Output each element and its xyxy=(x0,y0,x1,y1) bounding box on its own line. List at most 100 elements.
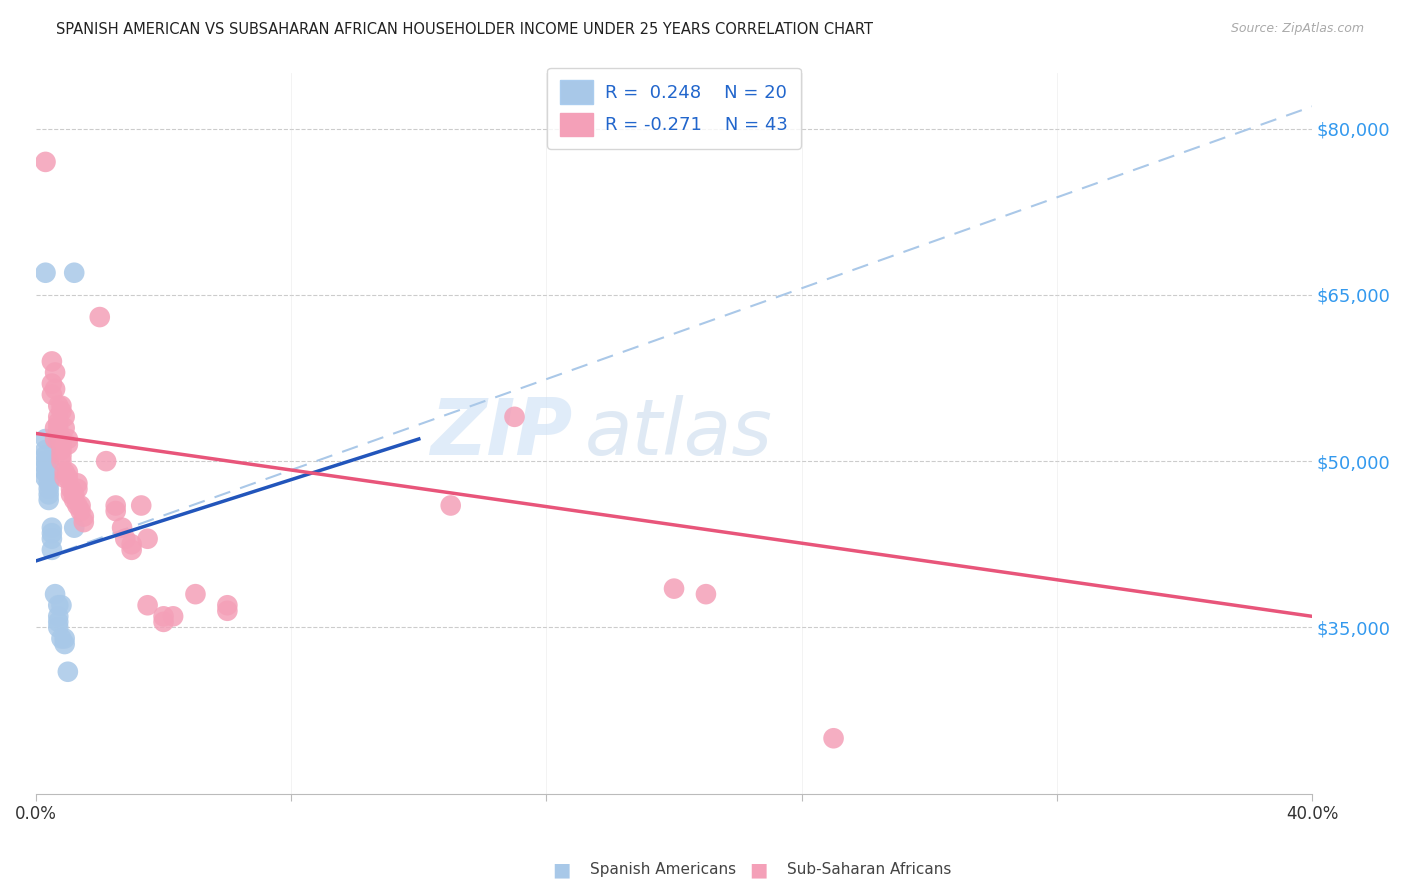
Text: SPANISH AMERICAN VS SUBSAHARAN AFRICAN HOUSEHOLDER INCOME UNDER 25 YEARS CORRELA: SPANISH AMERICAN VS SUBSAHARAN AFRICAN H… xyxy=(56,22,873,37)
Point xyxy=(46,409,69,424)
Point xyxy=(51,437,73,451)
Point xyxy=(41,387,63,401)
Point xyxy=(41,521,63,535)
Point xyxy=(51,443,73,458)
Text: atlas: atlas xyxy=(585,395,772,472)
Point xyxy=(129,499,152,513)
Point xyxy=(38,487,60,501)
Point xyxy=(66,499,89,513)
Point xyxy=(34,465,56,479)
Point xyxy=(53,465,76,479)
Point xyxy=(136,599,159,613)
Point xyxy=(51,599,73,613)
Point xyxy=(152,609,174,624)
Point xyxy=(38,482,60,496)
Point xyxy=(60,482,83,496)
Point xyxy=(41,354,63,368)
Point xyxy=(46,399,69,413)
Text: ■: ■ xyxy=(749,860,768,880)
Point xyxy=(46,620,69,634)
Point xyxy=(41,542,63,557)
Point xyxy=(51,454,73,468)
Point xyxy=(73,515,96,529)
Point xyxy=(46,426,69,441)
Point xyxy=(60,487,83,501)
Point xyxy=(38,454,60,468)
Point xyxy=(89,310,111,324)
Point xyxy=(44,366,66,380)
Point xyxy=(51,449,73,463)
Point xyxy=(73,509,96,524)
Text: ZIP: ZIP xyxy=(430,395,572,472)
Text: ■: ■ xyxy=(553,860,571,880)
Point xyxy=(34,155,56,169)
Point xyxy=(53,637,76,651)
Point xyxy=(34,454,56,468)
Point xyxy=(63,521,86,535)
Point xyxy=(56,465,79,479)
Point xyxy=(34,459,56,474)
Point xyxy=(63,487,86,501)
Point xyxy=(34,266,56,280)
Point xyxy=(695,587,717,601)
Point xyxy=(44,421,66,435)
Point xyxy=(104,499,127,513)
Point xyxy=(53,409,76,424)
Point xyxy=(63,492,86,507)
Point xyxy=(63,266,86,280)
Point xyxy=(503,409,526,424)
Point xyxy=(152,615,174,629)
Point xyxy=(34,432,56,446)
Point xyxy=(38,492,60,507)
Point xyxy=(121,537,143,551)
Text: Sub-Saharan Africans: Sub-Saharan Africans xyxy=(786,863,950,877)
Point xyxy=(56,432,79,446)
Point xyxy=(53,421,76,435)
Point xyxy=(51,399,73,413)
Point xyxy=(66,476,89,491)
Point xyxy=(56,437,79,451)
Text: Source: ZipAtlas.com: Source: ZipAtlas.com xyxy=(1230,22,1364,36)
Point xyxy=(823,731,845,746)
Point xyxy=(46,421,69,435)
Point xyxy=(111,521,134,535)
Point xyxy=(69,504,91,518)
Point xyxy=(94,454,117,468)
Point xyxy=(38,465,60,479)
Point xyxy=(38,476,60,491)
Legend: R =  0.248    N = 20, R = -0.271    N = 43: R = 0.248 N = 20, R = -0.271 N = 43 xyxy=(547,68,800,149)
Point xyxy=(56,665,79,679)
Point xyxy=(46,416,69,430)
Point xyxy=(44,432,66,446)
Point xyxy=(69,499,91,513)
Point xyxy=(46,432,69,446)
Point xyxy=(440,499,463,513)
Point xyxy=(51,404,73,418)
Point xyxy=(162,609,184,624)
Point xyxy=(34,443,56,458)
Point xyxy=(121,542,143,557)
Point xyxy=(217,604,239,618)
Point xyxy=(53,471,76,485)
Point xyxy=(41,376,63,391)
Point xyxy=(56,471,79,485)
Point xyxy=(136,532,159,546)
Point xyxy=(46,609,69,624)
Point xyxy=(217,599,239,613)
Point xyxy=(41,532,63,546)
Point xyxy=(662,582,685,596)
Point xyxy=(51,432,73,446)
Point xyxy=(46,615,69,629)
Point xyxy=(184,587,207,601)
Point xyxy=(53,632,76,646)
Point xyxy=(41,526,63,541)
Point xyxy=(44,587,66,601)
Text: Spanish Americans: Spanish Americans xyxy=(589,863,735,877)
Point xyxy=(104,504,127,518)
Point xyxy=(51,632,73,646)
Point xyxy=(46,599,69,613)
Point xyxy=(44,382,66,396)
Point xyxy=(66,482,89,496)
Point xyxy=(114,532,136,546)
Point xyxy=(34,471,56,485)
